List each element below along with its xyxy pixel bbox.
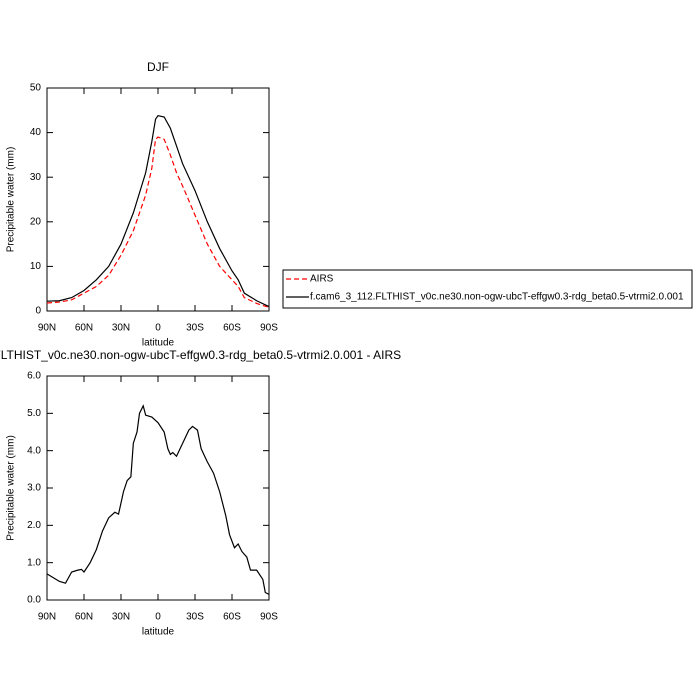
y-axis-label: Precipitable water (mm): [6, 435, 17, 541]
x-tick-label: 0: [155, 612, 161, 623]
x-tick-label: 30S: [186, 323, 204, 334]
chart-title: DJF: [147, 60, 169, 74]
legend-label: f.cam6_3_112.FLTHIST_v0c.ne30.non-ogw-ub…: [310, 292, 684, 303]
plot-frame: [46, 87, 270, 312]
legend-box: [282, 269, 693, 309]
x-tick-label: 90S: [260, 323, 278, 334]
data-line: [46, 114, 270, 308]
x-tick-label: 0: [155, 323, 161, 334]
x-tick-label: 30N: [112, 612, 130, 623]
x-tick-label: 90N: [38, 612, 56, 623]
y-tick-label: 5.0: [27, 408, 41, 419]
x-tick-label: 30S: [186, 612, 204, 623]
x-axis-label: latitude: [142, 338, 175, 349]
y-axis-label: Precipitable water (mm): [6, 147, 17, 253]
x-tick-label: 90N: [38, 323, 56, 334]
y-tick-label: 20: [30, 216, 42, 227]
y-tick-label: 4.0: [27, 445, 41, 456]
x-tick-label: 60N: [75, 612, 93, 623]
x-tick-label: 90S: [260, 612, 278, 623]
data-line: [46, 404, 270, 595]
y-tick-label: 0: [35, 306, 41, 317]
y-tick-label: 30: [30, 172, 42, 183]
y-tick-label: 40: [30, 127, 42, 138]
y-tick-label: 0.0: [27, 595, 41, 606]
legend-label: AIRS: [310, 274, 334, 285]
x-tick-label: 60N: [75, 323, 93, 334]
data-line: [46, 136, 270, 309]
x-tick-label: 30N: [112, 323, 130, 334]
y-tick-label: 50: [30, 83, 42, 94]
y-tick-label: 1.0: [27, 557, 41, 568]
chart-title: f.cam6_3_112.FLTHIST_v0c.ne30.non-ogw-ub…: [0, 348, 401, 362]
x-tick-label: 60S: [223, 612, 241, 623]
plot-frame: [46, 375, 270, 601]
x-axis-label: latitude: [142, 627, 175, 638]
y-tick-label: 10: [30, 261, 42, 272]
y-tick-label: 2.0: [27, 520, 41, 531]
y-tick-label: 3.0: [27, 483, 41, 494]
y-tick-label: 6.0: [27, 371, 41, 382]
x-tick-label: 60S: [223, 323, 241, 334]
